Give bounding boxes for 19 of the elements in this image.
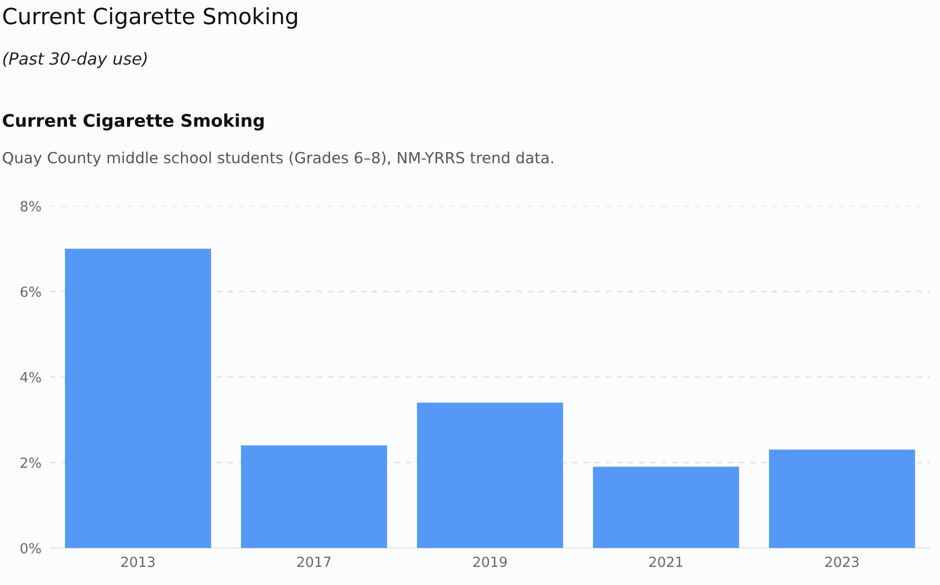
text: Quay County middle school students (Grades 6–8), NM-YRRS trend data.: [2, 152, 554, 166]
chart-subtitle: (Past 30-day use): [3, 52, 147, 68]
x-tick-label: 2023: [825, 556, 859, 568]
y-tick-label: 8%: [20, 200, 41, 212]
x-tick-label: 2021: [649, 556, 682, 568]
y-tick-label: 0%: [20, 542, 41, 554]
x-tick-label: 2019: [473, 556, 507, 568]
y-tick-label: 4%: [20, 372, 41, 382]
y-tick-label: 2%: [20, 457, 41, 468]
bar: [64, 248, 212, 548]
x-tick-label: 2013: [121, 556, 155, 568]
y-tick-label: 6%: [20, 286, 41, 297]
bar: [240, 445, 388, 548]
bar: [416, 402, 564, 548]
chart-title: Current Cigarette Smoking: [3, 7, 297, 29]
text: Current Cigarette Smoking: [2, 114, 264, 130]
x-tick-label: 2017: [297, 556, 330, 568]
bar: [768, 450, 916, 548]
bar: [592, 466, 740, 548]
